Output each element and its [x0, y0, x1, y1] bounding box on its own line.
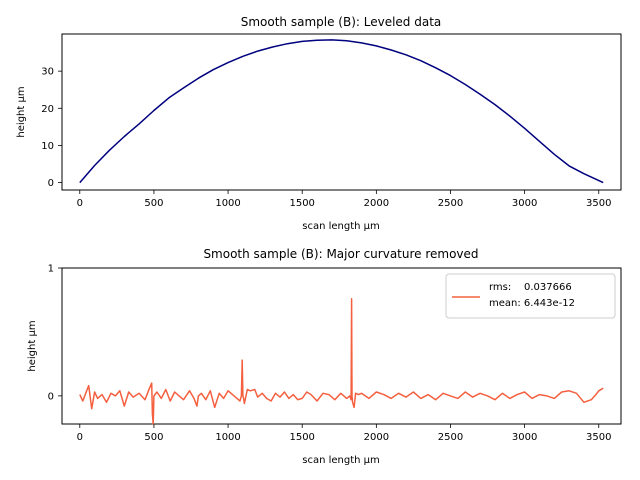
x-tick-label: 1000 — [215, 198, 240, 209]
x-tick-label: 3000 — [512, 432, 537, 443]
x-axis-label: scan length µm — [302, 221, 380, 232]
legend: rms: 0.037666 mean: 6.443e-12 — [445, 273, 616, 319]
x-tick-label: 1500 — [289, 432, 314, 443]
plot-frame — [61, 33, 622, 191]
x-ticks: 0 500 1000 1500 2000 2500 3000 3500 — [77, 190, 611, 209]
legend-mean: mean: 6.443e-12 — [489, 298, 575, 309]
y-axis-label: height µm — [16, 86, 27, 137]
y-tick-label: 1 — [48, 264, 54, 275]
plot-frame — [61, 267, 622, 425]
x-tick-label: 2000 — [364, 198, 389, 209]
x-tick-label: 1500 — [289, 198, 314, 209]
x-tick-label: 3500 — [586, 432, 611, 443]
y-ticks: 01 — [48, 264, 62, 402]
series-line — [79, 297, 604, 425]
legend-box — [445, 273, 616, 319]
x-ticks: 0 500 1000 1500 2000 2500 3000 3500 — [77, 424, 611, 443]
series-layer — [79, 297, 604, 425]
y-ticks: 0 10 20 30 — [41, 67, 62, 189]
x-tick-label: 2500 — [438, 432, 463, 443]
y-tick-label: 20 — [41, 104, 54, 115]
x-axis-label: scan length µm — [302, 455, 380, 466]
y-tick-label: 0 — [48, 178, 54, 189]
leveled-data-chart: Smooth sample (B): Leveled data 0 500 1000… — [16, 15, 622, 232]
x-tick-label: 0 — [77, 432, 83, 443]
chart-title: Smooth sample (B): Leveled data — [241, 15, 442, 29]
series-line — [79, 39, 604, 184]
x-tick-label: 500 — [144, 432, 163, 443]
chart-title: Smooth sample (B): Major curvature remov… — [203, 247, 478, 261]
legend-rms: rms: 0.037666 — [489, 282, 572, 293]
y-tick-label: 10 — [41, 141, 54, 152]
x-tick-label: 3000 — [512, 198, 537, 209]
x-tick-label: 3500 — [586, 198, 611, 209]
y-tick-label: 0 — [48, 391, 54, 402]
y-axis-label: height µm — [27, 320, 38, 371]
x-tick-label: 0 — [77, 198, 83, 209]
curvature-removed-chart: Smooth sample (B): Major curvature remov… — [27, 247, 622, 466]
x-tick-label: 2500 — [438, 198, 463, 209]
x-tick-label: 1000 — [215, 432, 240, 443]
series-layer — [79, 39, 604, 184]
x-tick-label: 500 — [144, 198, 163, 209]
plot-area: 0 500 1000 1500 2000 2500 3000 3500 01 rms: 0.0… — [48, 264, 622, 443]
plot-area: 0 500 1000 1500 2000 2500 3000 3500 0 10 20 30 — [41, 33, 622, 209]
x-tick-label: 2000 — [364, 432, 389, 443]
y-tick-label: 30 — [41, 67, 54, 78]
